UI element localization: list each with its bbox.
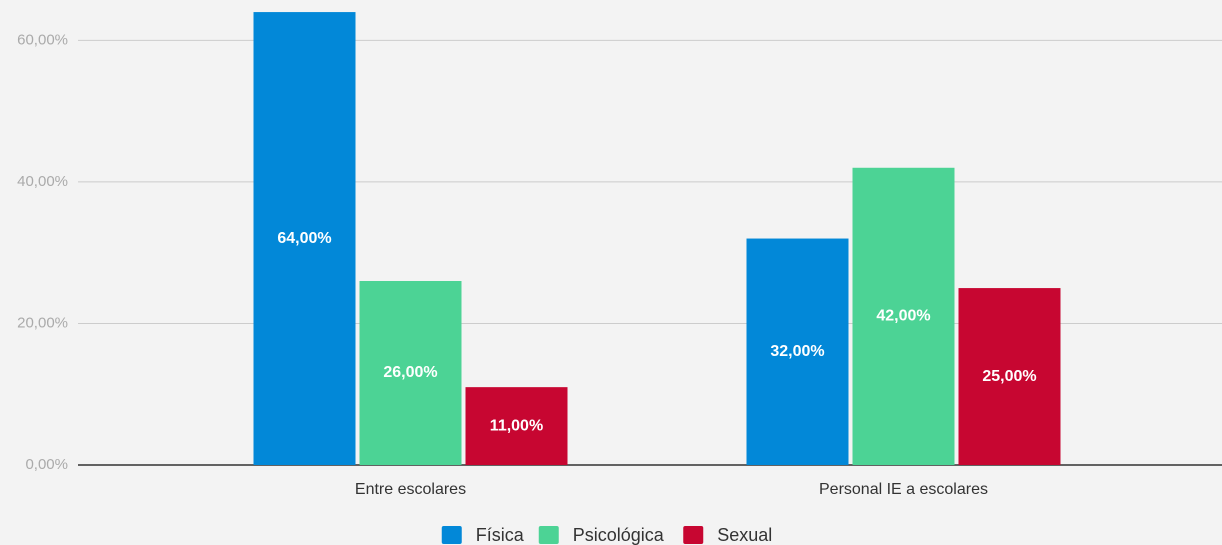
x-tick-label: Entre escolares bbox=[355, 481, 466, 498]
legend-swatch bbox=[441, 526, 462, 544]
bar bbox=[253, 12, 356, 465]
legend-label: Física bbox=[476, 525, 525, 545]
y-tick-label: 0,00% bbox=[25, 456, 68, 473]
y-tick-label: 20,00% bbox=[17, 314, 68, 331]
legend-swatch bbox=[683, 526, 704, 544]
legend-label: Sexual bbox=[717, 525, 772, 545]
bar bbox=[465, 387, 568, 465]
bar bbox=[359, 281, 462, 465]
bar bbox=[958, 288, 1061, 465]
data-label: 42,00% bbox=[876, 308, 930, 325]
x-tick-label: Personal IE a escolares bbox=[819, 481, 988, 498]
legend-label: Psicológica bbox=[573, 525, 665, 545]
y-tick-label: 40,00% bbox=[17, 173, 68, 190]
bar bbox=[746, 238, 849, 465]
bar bbox=[852, 167, 955, 465]
data-label: 26,00% bbox=[383, 364, 437, 381]
data-label: 11,00% bbox=[490, 417, 543, 434]
data-label: 25,00% bbox=[982, 368, 1036, 385]
data-label: 32,00% bbox=[770, 343, 824, 360]
data-label: 64,00% bbox=[277, 230, 331, 247]
legend-swatch bbox=[538, 526, 559, 544]
y-tick-label: 60,00% bbox=[17, 31, 68, 48]
